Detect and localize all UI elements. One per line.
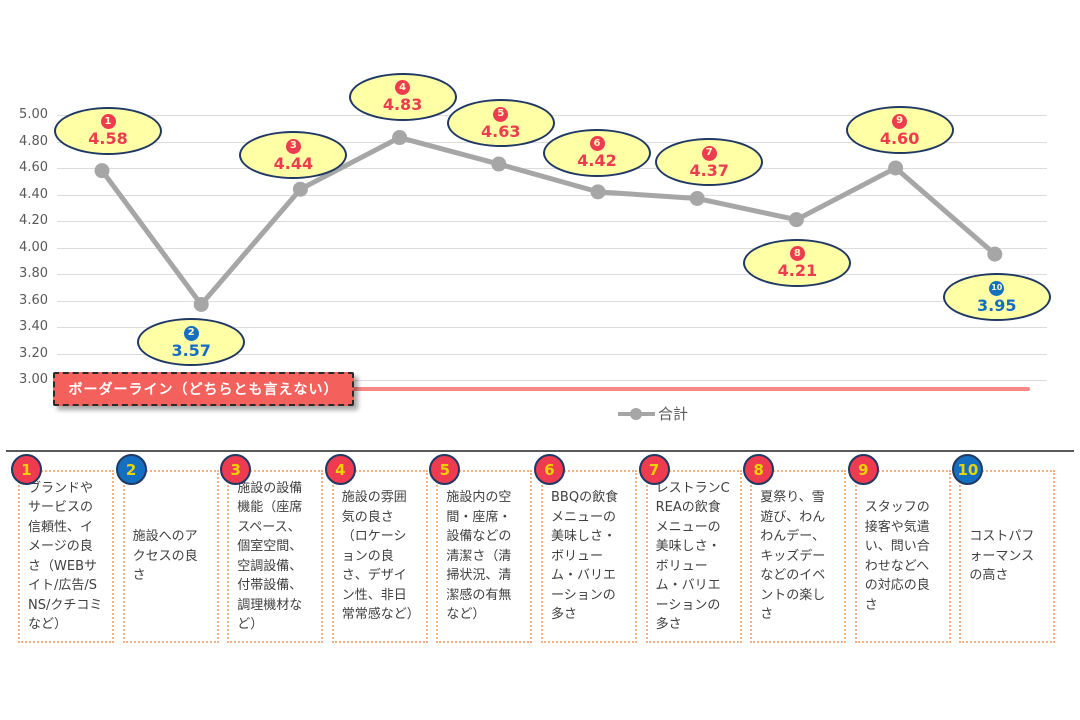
category-item: レストランCREAの飲食メニューの美味しさ・ボリューム・バリエーションの多さ xyxy=(645,470,742,643)
y-tick-label: 3.00 xyxy=(19,372,48,387)
category-item: ブランドやサービスの信頼性、イメージの良さ（WEBサイト/広告/SNS/クチコミ… xyxy=(18,470,114,643)
category-number-badge: 9 xyxy=(847,454,879,485)
category-item-text: レストランCREAの飲食メニューの美味しさ・ボリューム・バリエーションの多さ xyxy=(655,480,730,633)
y-tick-label: 4.20 xyxy=(19,213,48,228)
data-label-callout: 7 4.37 xyxy=(655,138,764,187)
category-item-text: コストパフォーマンスの高さ xyxy=(969,529,1035,584)
callout-number-badge: 4 xyxy=(395,80,411,96)
legend-line-marker-icon xyxy=(618,407,655,421)
callout-value: 4.63 xyxy=(481,121,521,141)
category-number-badge: 10 xyxy=(952,454,984,485)
category-item: 施設へのアクセスの良さ xyxy=(122,470,219,643)
gridline xyxy=(57,353,1047,355)
callout-value: 4.42 xyxy=(577,151,617,171)
line-chart: 5.00 4.80 4.60 4.40 4.20 4.00 3.80 3.60 3.40 3.20… xyxy=(19,72,1051,424)
data-label-callout: 1 4.58 xyxy=(54,106,162,155)
gridline xyxy=(57,327,1047,328)
data-label-callout: 8 4.21 xyxy=(743,238,852,287)
data-label-callout: 3 4.44 xyxy=(239,131,348,180)
gridline xyxy=(57,168,1047,169)
legend-label: 合計 xyxy=(658,405,689,423)
data-point-marker xyxy=(94,163,110,179)
category-item: BBQの飲食メニューの美味しさ・ボリューム・バリエーションの多さ xyxy=(541,470,637,643)
category-item-text: 施設内の空間・座席・設備などの清潔さ（清掃状況、清潔感の有無など） xyxy=(446,490,512,623)
y-tick-label: 4.40 xyxy=(19,186,48,202)
callout-value: 3.95 xyxy=(977,295,1017,315)
category-item: 施設の雰囲気の良さ（ロケーションの良さ、デザイン性、非日常常感など） xyxy=(331,470,428,643)
callout-value: 3.57 xyxy=(171,340,211,360)
category-item: 夏祭り、雪遊び、わんわんデー、キッズデーなどのイベントの楽しさ xyxy=(750,470,847,643)
y-tick-label: 3.80 xyxy=(19,266,48,281)
category-item: 施設の設備機能（座席スペース、個室空間、空調設備、付帯設備、調理機材など） xyxy=(227,470,324,643)
borderline xyxy=(57,387,1030,391)
callout-number-badge: 5 xyxy=(493,106,509,122)
category-item-text: 施設へのアクセスの良さ xyxy=(132,529,198,584)
category-item-text: スタッフの接客や気遣い、問い合わせなどへの対応の良さ xyxy=(864,500,930,613)
borderline-banner: ボーダーライン（どちらとも言えない） xyxy=(53,372,354,406)
category-number-badge: 3 xyxy=(220,454,252,485)
category-item: 施設内の空間・座席・設備などの清潔さ（清掃状況、清潔感の有無など） xyxy=(436,470,533,643)
legend: 合計 xyxy=(618,403,688,424)
gridline xyxy=(57,221,1047,222)
callout-number-badge: 3 xyxy=(285,138,301,154)
gridline xyxy=(57,300,1047,302)
category-number-badge: 6 xyxy=(534,454,565,485)
category-number-badge: 5 xyxy=(429,454,461,485)
category-item-text: 施設の設備機能（座席スペース、個室空間、空調設備、付帯設備、調理機材など） xyxy=(237,480,303,633)
data-label-callout: 4 4.83 xyxy=(348,72,457,121)
callout-number-badge: 10 xyxy=(989,280,1005,296)
category-number-badge: 1 xyxy=(11,454,42,485)
callout-value: 4.60 xyxy=(879,128,920,148)
callout-value: 4.37 xyxy=(689,160,729,180)
data-point-marker xyxy=(491,156,507,172)
category-number-badge: 2 xyxy=(115,454,147,485)
category-item-text: 施設の雰囲気の良さ（ロケーションの良さ、デザイン性、非日常常感など） xyxy=(341,490,420,623)
callout-value: 4.44 xyxy=(273,153,314,173)
callout-number-badge: 1 xyxy=(100,114,116,130)
callout-value: 4.58 xyxy=(88,129,128,149)
callout-number-badge: 6 xyxy=(589,136,605,152)
data-point-marker xyxy=(788,212,804,228)
data-point-marker xyxy=(193,296,209,312)
gridline xyxy=(57,380,1047,381)
data-point-marker xyxy=(689,190,705,206)
gridline xyxy=(57,194,1047,196)
category-item-text: 夏祭り、雪遊び、わんわんデー、キッズデーなどのイベントの楽しさ xyxy=(760,490,826,623)
data-label-callout: 10 3.95 xyxy=(942,273,1051,322)
y-tick-label: 4.60 xyxy=(19,160,48,175)
data-point-marker xyxy=(392,130,408,146)
y-tick-label: 3.40 xyxy=(19,319,48,334)
data-label-callout: 6 4.42 xyxy=(543,128,651,177)
data-label-callout: 5 4.63 xyxy=(446,99,555,148)
category-item: スタッフの接客や気遣い、問い合わせなどへの対応の良さ xyxy=(854,470,951,643)
callout-number-badge: 7 xyxy=(701,145,717,161)
callout-number-badge: 9 xyxy=(892,113,908,129)
y-tick-label: 4.00 xyxy=(19,239,48,255)
callout-value: 4.21 xyxy=(777,261,818,281)
callout-value: 4.83 xyxy=(382,95,423,115)
y-tick-label: 4.80 xyxy=(19,133,48,149)
data-point-marker xyxy=(987,246,1003,262)
category-item: コストパフォーマンスの高さ xyxy=(959,470,1056,643)
y-tick-label: 3.60 xyxy=(19,292,48,308)
category-item-text: ブランドやサービスの信頼性、イメージの良さ（WEBサイト/広告/SNS/クチコミ… xyxy=(28,480,103,633)
legend-dot-icon xyxy=(630,407,642,420)
section-divider xyxy=(6,450,1074,452)
data-label-callout: 2 3.57 xyxy=(137,318,246,367)
category-number-badge: 7 xyxy=(638,454,670,485)
y-tick-label: 3.20 xyxy=(19,345,48,361)
callout-number-badge: 8 xyxy=(789,246,805,262)
category-item-text: BBQの飲食メニューの美味しさ・ボリューム・バリエーションの多さ xyxy=(551,490,619,623)
data-point-marker xyxy=(590,184,606,200)
category-number-badge: 4 xyxy=(324,454,356,485)
callout-number-badge: 2 xyxy=(183,325,199,341)
gridline xyxy=(57,274,1047,275)
gridline xyxy=(57,247,1047,249)
y-tick-label: 5.00 xyxy=(19,107,48,122)
data-label-callout: 9 4.60 xyxy=(845,106,954,154)
category-number-badge: 8 xyxy=(743,454,775,485)
